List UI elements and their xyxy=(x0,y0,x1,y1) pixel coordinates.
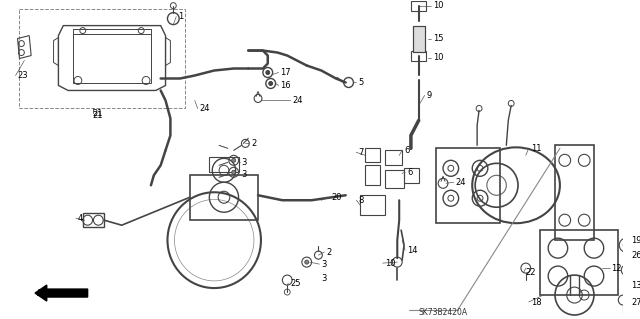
Text: 14: 14 xyxy=(407,246,417,255)
Bar xyxy=(365,148,380,162)
Text: 3: 3 xyxy=(321,274,326,283)
Bar xyxy=(19,9,185,108)
Text: 3: 3 xyxy=(241,158,247,167)
Text: 24: 24 xyxy=(292,96,303,105)
Text: 13: 13 xyxy=(631,281,640,290)
Text: 18: 18 xyxy=(531,298,541,307)
Circle shape xyxy=(305,260,308,264)
Text: 17: 17 xyxy=(280,68,291,77)
Bar xyxy=(365,165,380,185)
Text: 23: 23 xyxy=(17,71,28,80)
Bar xyxy=(360,195,385,215)
Bar xyxy=(73,33,151,84)
Text: 24: 24 xyxy=(456,178,466,187)
Text: 15: 15 xyxy=(433,34,444,43)
Text: 7: 7 xyxy=(358,148,364,157)
Text: 8: 8 xyxy=(358,196,364,205)
Bar xyxy=(413,26,424,52)
Text: 5: 5 xyxy=(358,78,364,87)
Bar xyxy=(436,148,499,223)
Text: 16: 16 xyxy=(280,81,291,90)
Text: 10: 10 xyxy=(433,53,444,62)
Text: 26: 26 xyxy=(631,251,640,260)
Bar xyxy=(190,175,258,220)
Bar xyxy=(404,168,419,183)
Text: 2: 2 xyxy=(326,248,332,257)
Text: 22: 22 xyxy=(526,268,536,277)
Text: FR.: FR. xyxy=(37,289,54,298)
Bar xyxy=(411,50,426,61)
Bar xyxy=(413,26,424,52)
Circle shape xyxy=(232,170,236,174)
Text: 3: 3 xyxy=(241,170,247,179)
Text: 9: 9 xyxy=(426,91,432,100)
Text: 6: 6 xyxy=(404,146,410,155)
FancyArrow shape xyxy=(35,285,88,301)
Text: 3: 3 xyxy=(321,260,326,269)
Circle shape xyxy=(266,70,269,75)
Text: 20: 20 xyxy=(331,193,342,202)
Text: 24: 24 xyxy=(200,104,210,113)
Text: 10: 10 xyxy=(433,1,444,10)
Text: 27: 27 xyxy=(631,298,640,307)
Bar xyxy=(540,230,618,295)
Text: 11: 11 xyxy=(531,144,541,153)
Text: 12: 12 xyxy=(611,263,622,273)
Text: 1: 1 xyxy=(178,12,184,21)
Text: 19: 19 xyxy=(631,236,640,245)
Text: 21: 21 xyxy=(93,109,103,118)
Text: 10: 10 xyxy=(385,259,395,268)
Bar xyxy=(411,1,426,11)
Circle shape xyxy=(269,81,273,85)
Bar xyxy=(385,150,402,165)
Bar xyxy=(385,170,404,188)
Bar xyxy=(83,213,104,227)
Text: 6: 6 xyxy=(407,168,412,177)
Text: 25: 25 xyxy=(290,278,301,287)
Text: SK73B2420A: SK73B2420A xyxy=(419,308,468,316)
Text: 21: 21 xyxy=(93,111,103,120)
Text: 4: 4 xyxy=(78,214,83,223)
Circle shape xyxy=(232,158,236,162)
Bar xyxy=(209,157,239,172)
Text: 2: 2 xyxy=(252,139,257,148)
